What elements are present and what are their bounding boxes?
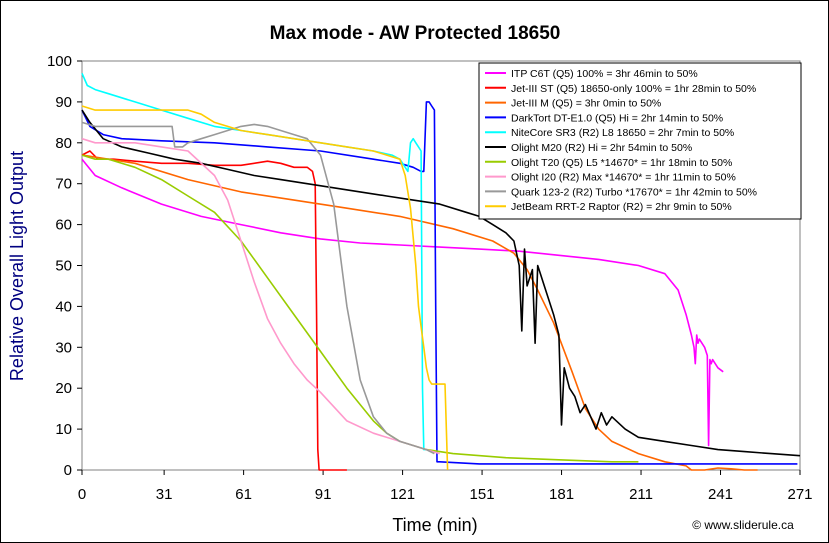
y-axis-label: Relative Overall Light Output	[7, 151, 27, 381]
y-tick-label: 40	[55, 298, 72, 315]
series-line	[81, 121, 435, 455]
x-tick-label: 0	[78, 486, 86, 503]
legend: ITP C6T (Q5) 100% = 3hr 46min to 50% Jet-…	[478, 62, 802, 220]
x-tick-label: 211	[629, 486, 653, 503]
y-tick-label: 70	[55, 176, 72, 193]
legend-entry: Olight T20 (Q5) L5 *14670* = 1hr 18min t…	[511, 157, 732, 169]
series-line	[81, 154, 758, 471]
y-tick-label: 20	[55, 380, 72, 397]
y-tick-label: 60	[55, 217, 72, 234]
x-tick-label: 121	[390, 486, 415, 503]
y-tick-label: 30	[55, 339, 72, 356]
y-axis: 0 10 20 30 40 50 60 70 80 90 100	[47, 53, 82, 479]
series-line	[81, 158, 724, 447]
x-tick-label: 241	[708, 486, 733, 503]
legend-entry: NiteCore SR3 (R2) L8 18650 = 2hr 7min to…	[511, 127, 734, 139]
x-axis-label: Time (min)	[392, 515, 477, 535]
legend-entry: DarkTort DT-E1.0 (Q5) Hi = 2hr 14min to …	[511, 112, 723, 124]
y-tick-label: 90	[55, 94, 72, 111]
x-tick-label: 151	[470, 486, 495, 503]
x-tick-label: 31	[156, 486, 173, 503]
y-tick-label: 50	[55, 258, 72, 275]
x-axis: 0 31 61 91 121 151 181 211 241 271	[78, 470, 813, 503]
x-tick-label: 181	[549, 486, 574, 503]
series-line	[81, 137, 440, 455]
legend-entry: JetBeam RRT-2 Raptor (R2) = 2hr 9min to …	[511, 201, 732, 213]
x-tick-label: 271	[787, 486, 812, 503]
series-line	[81, 105, 449, 471]
x-tick-label: 91	[315, 486, 332, 503]
y-tick-label: 80	[55, 135, 72, 152]
legend-entry: Jet-III M (Q5) = 3hr 0min to 50%	[511, 98, 661, 110]
y-tick-label: 100	[47, 53, 72, 70]
chart-title: Max mode - AW Protected 18650	[270, 23, 561, 44]
y-tick-label: 0	[64, 462, 72, 479]
series-line	[81, 154, 639, 463]
legend-box	[478, 62, 802, 220]
legend-entry: Olight I20 (R2) Max *14670* = 1hr 11min …	[511, 172, 736, 184]
series-line	[81, 109, 801, 457]
copyright-text: © www.sliderule.ca	[692, 518, 794, 532]
series-lines	[81, 72, 801, 471]
series-line	[81, 101, 798, 465]
y-tick-label: 10	[55, 421, 72, 438]
legend-entry: ITP C6T (Q5) 100% = 3hr 46min to 50%	[511, 68, 698, 80]
series-line	[81, 150, 347, 471]
x-tick-label: 61	[235, 486, 252, 503]
legend-entry: Quark 123-2 (R2) Turbo *17670* = 1hr 42m…	[511, 186, 757, 198]
legend-entry: Jet-III ST (Q5) 18650-only 100% = 1hr 28…	[511, 83, 756, 95]
legend-entry: Olight M20 (R2) Hi = 2hr 54min to 50%	[511, 142, 692, 154]
